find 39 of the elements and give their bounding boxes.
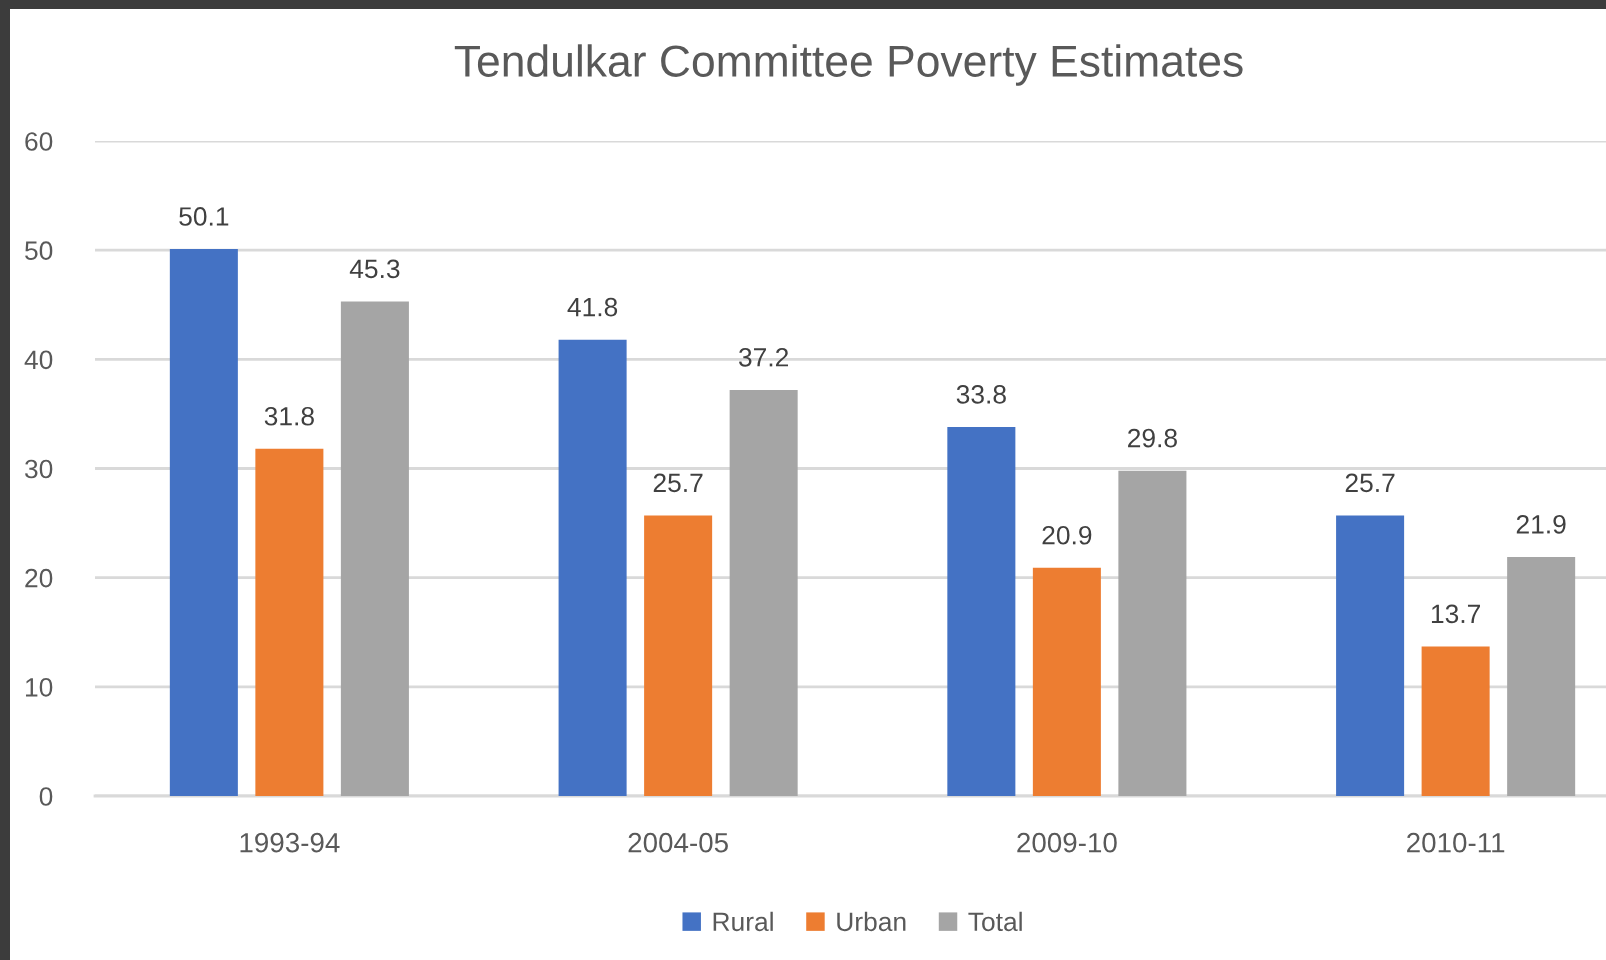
data-label: 31.8 (264, 406, 314, 426)
bar (729, 389, 798, 796)
legend-label: Urban (837, 911, 906, 932)
bar (947, 427, 1016, 796)
data-label: 21.9 (1516, 514, 1566, 534)
y-tick-label: 30 (24, 459, 53, 479)
chart-title: Tendulkar Committee Poverty Estimates (454, 44, 1243, 86)
x-tick-label: 2009-10 (1017, 832, 1117, 853)
bar (1118, 470, 1187, 796)
x-tick-label: 2004-05 (628, 832, 728, 853)
legend-label: Rural (713, 911, 773, 932)
data-label: 50.1 (179, 207, 229, 226)
y-tick-label: 0 (39, 787, 53, 806)
bar (169, 249, 238, 796)
data-label: 25.7 (653, 473, 703, 493)
bar (255, 448, 324, 796)
x-tick-label: 1993-94 (240, 832, 340, 853)
y-tick-label: 60 (25, 132, 53, 151)
data-label: 37.2 (738, 347, 789, 367)
data-label: 33.8 (956, 385, 1006, 404)
y-tick-label: 50 (25, 241, 53, 260)
data-label: 25.7 (1345, 473, 1395, 493)
bar (558, 339, 627, 796)
bar (340, 301, 409, 796)
bar (1336, 515, 1405, 796)
y-tick-label: 20 (25, 568, 53, 588)
bar (1032, 567, 1101, 796)
legend-label: Total (968, 911, 1022, 932)
data-label: 29.8 (1128, 428, 1177, 448)
bar (644, 515, 713, 796)
y-tick-label: 10 (26, 677, 53, 697)
data-label: 45.3 (349, 259, 400, 279)
y-tick-label: 40 (24, 350, 53, 370)
bar (1507, 556, 1576, 796)
bar (1421, 646, 1490, 796)
x-tick-label: 2010-11 (1407, 832, 1505, 853)
data-label: 41.8 (567, 297, 618, 317)
data-label: 13.7 (1431, 604, 1480, 624)
data-label: 20.9 (1042, 525, 1092, 545)
